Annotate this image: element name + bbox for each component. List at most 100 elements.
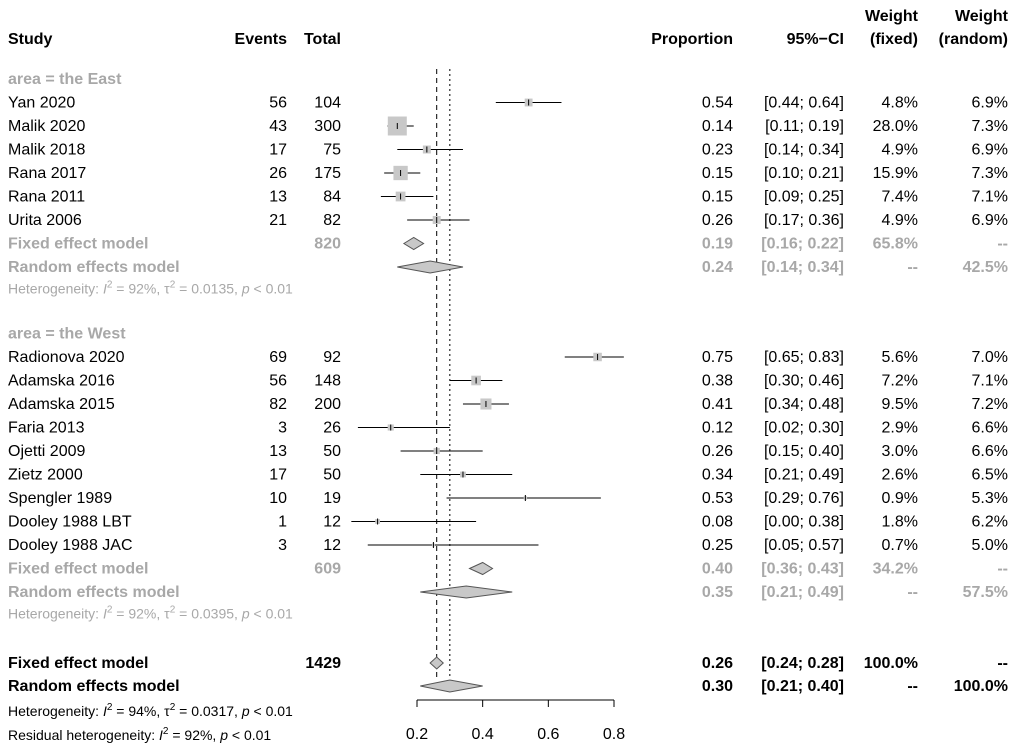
study-ci: [0.17; 0.36] bbox=[764, 212, 844, 229]
study-proportion: 0.25 bbox=[702, 537, 733, 554]
study-name: Rana 2017 bbox=[8, 165, 86, 182]
study-events: 56 bbox=[269, 95, 287, 112]
study-proportion: 0.26 bbox=[702, 443, 733, 460]
study-name: Dooley 1988 JAC bbox=[8, 537, 133, 554]
header-ci: 95%−CI bbox=[787, 31, 844, 48]
overall-fixed-proportion: 0.26 bbox=[702, 655, 733, 672]
study-events: 21 bbox=[269, 212, 287, 229]
study-weight-random: 6.9% bbox=[972, 212, 1008, 229]
x-axis-tick-label: 0.6 bbox=[537, 726, 559, 743]
study-weight-fixed: 0.7% bbox=[882, 537, 918, 554]
study-proportion: 0.54 bbox=[702, 95, 733, 112]
study-weight-fixed: 2.9% bbox=[882, 420, 918, 437]
study-weight-fixed: 1.8% bbox=[882, 514, 918, 531]
subgroup-fixed-ci: [0.16; 0.22] bbox=[761, 236, 844, 253]
study-name: Adamska 2015 bbox=[8, 396, 115, 413]
study-name: Urita 2006 bbox=[8, 212, 82, 229]
overall-heterogeneity: Heterogeneity: I2 = 94%, τ2 = 0.0317, p … bbox=[8, 702, 293, 719]
overall-fixed-ci: [0.24; 0.28] bbox=[761, 655, 844, 672]
subgroup-random-weight-fixed: -- bbox=[907, 584, 918, 601]
subgroup-fixed-ci: [0.36; 0.43] bbox=[761, 561, 844, 578]
study-weight-random: 6.9% bbox=[972, 95, 1008, 112]
study-ci: [0.02; 0.30] bbox=[764, 420, 844, 437]
study-proportion: 0.41 bbox=[702, 396, 733, 413]
overall-fixed-label: Fixed effect model bbox=[8, 655, 148, 672]
study-ci: [0.00; 0.38] bbox=[764, 514, 844, 531]
study-events: 56 bbox=[269, 373, 287, 390]
study-proportion: 0.15 bbox=[702, 189, 733, 206]
study-ci: [0.11; 0.19] bbox=[765, 118, 844, 135]
subgroup-random-diamond bbox=[420, 585, 513, 599]
study-total: 26 bbox=[323, 420, 341, 437]
study-events: 43 bbox=[269, 118, 287, 135]
header-proportion: Proportion bbox=[651, 31, 733, 48]
subgroup-fixed-weight-random: -- bbox=[997, 236, 1008, 253]
subgroup-heterogeneity: Heterogeneity: I2 = 92%, τ2 = 0.0135, p … bbox=[8, 280, 293, 297]
subgroup-random-diamond bbox=[397, 260, 464, 274]
overall-random-weight-random: 100.0% bbox=[954, 678, 1008, 695]
study-proportion: 0.53 bbox=[702, 490, 733, 507]
subgroup-label: area = the West bbox=[8, 326, 126, 343]
study-total: 19 bbox=[323, 490, 341, 507]
study-total: 148 bbox=[314, 373, 341, 390]
subgroup-random-ci: [0.21; 0.49] bbox=[761, 584, 844, 601]
study-name: Yan 2020 bbox=[8, 95, 75, 112]
study-total: 300 bbox=[314, 118, 341, 135]
overall-random-diamond bbox=[420, 679, 483, 693]
study-events: 1 bbox=[278, 514, 287, 531]
subgroup-fixed-diamond bbox=[402, 236, 425, 251]
study-total: 200 bbox=[314, 396, 341, 413]
subgroup-random-label: Random effects model bbox=[8, 259, 180, 276]
subgroup-fixed-diamond bbox=[468, 561, 494, 576]
study-name: Adamska 2016 bbox=[8, 373, 115, 390]
study-events: 10 bbox=[269, 490, 287, 507]
overall-random-label: Random effects model bbox=[8, 678, 180, 695]
study-weight-fixed: 28.0% bbox=[873, 118, 918, 135]
study-events: 82 bbox=[269, 396, 287, 413]
study-weight-fixed: 2.6% bbox=[882, 467, 918, 484]
study-proportion: 0.75 bbox=[702, 349, 733, 366]
overall-fixed-total: 1429 bbox=[305, 655, 341, 672]
study-weight-fixed: 9.5% bbox=[882, 396, 918, 413]
study-weight-fixed: 7.2% bbox=[882, 373, 918, 390]
study-weight-random: 7.1% bbox=[972, 373, 1008, 390]
subgroup-random-weight-random: 57.5% bbox=[963, 584, 1008, 601]
study-weight-fixed: 4.9% bbox=[882, 212, 918, 229]
study-weight-random: 5.3% bbox=[972, 490, 1008, 507]
header-weight-random-line1: Weight bbox=[955, 8, 1009, 25]
subgroup-fixed-proportion: 0.19 bbox=[702, 236, 733, 253]
header-weight-fixed-line2: (fixed) bbox=[870, 31, 918, 48]
study-weight-random: 7.0% bbox=[972, 349, 1008, 366]
overall-fixed-diamond bbox=[429, 656, 445, 670]
study-total: 82 bbox=[323, 212, 341, 229]
study-weight-random: 7.3% bbox=[972, 118, 1008, 135]
study-weight-fixed: 3.0% bbox=[882, 443, 918, 460]
study-weight-fixed: 15.9% bbox=[873, 165, 918, 182]
study-weight-random: 6.6% bbox=[972, 420, 1008, 437]
study-name: Dooley 1988 LBT bbox=[8, 514, 132, 531]
header-weight-random-line2: (random) bbox=[939, 31, 1008, 48]
subgroup-label: area = the East bbox=[8, 71, 122, 88]
subgroup-random-weight-fixed: -- bbox=[907, 259, 918, 276]
study-name: Rana 2011 bbox=[8, 189, 85, 206]
study-name: Malik 2020 bbox=[8, 118, 85, 135]
study-ci: [0.65; 0.83] bbox=[764, 349, 844, 366]
header-weight-fixed-line1: Weight bbox=[865, 8, 919, 25]
study-weight-random: 6.2% bbox=[972, 514, 1008, 531]
study-weight-random: 7.1% bbox=[972, 189, 1008, 206]
subgroup-fixed-weight-random: -- bbox=[997, 561, 1008, 578]
subgroup-fixed-weight-fixed: 34.2% bbox=[873, 561, 918, 578]
study-ci: [0.44; 0.64] bbox=[764, 95, 844, 112]
x-axis-tick-label: 0.2 bbox=[406, 726, 428, 743]
subgroup-fixed-total: 820 bbox=[314, 236, 341, 253]
study-name: Radionova 2020 bbox=[8, 349, 125, 366]
study-proportion: 0.23 bbox=[702, 142, 733, 159]
study-events: 69 bbox=[269, 349, 287, 366]
subgroup-random-proportion: 0.35 bbox=[702, 584, 733, 601]
study-weight-random: 7.3% bbox=[972, 165, 1008, 182]
study-weight-random: 6.9% bbox=[972, 142, 1008, 159]
study-name: Spengler 1989 bbox=[8, 490, 112, 507]
study-weight-random: 7.2% bbox=[972, 396, 1008, 413]
study-events: 3 bbox=[278, 420, 287, 437]
subgroup-fixed-proportion: 0.40 bbox=[702, 561, 733, 578]
